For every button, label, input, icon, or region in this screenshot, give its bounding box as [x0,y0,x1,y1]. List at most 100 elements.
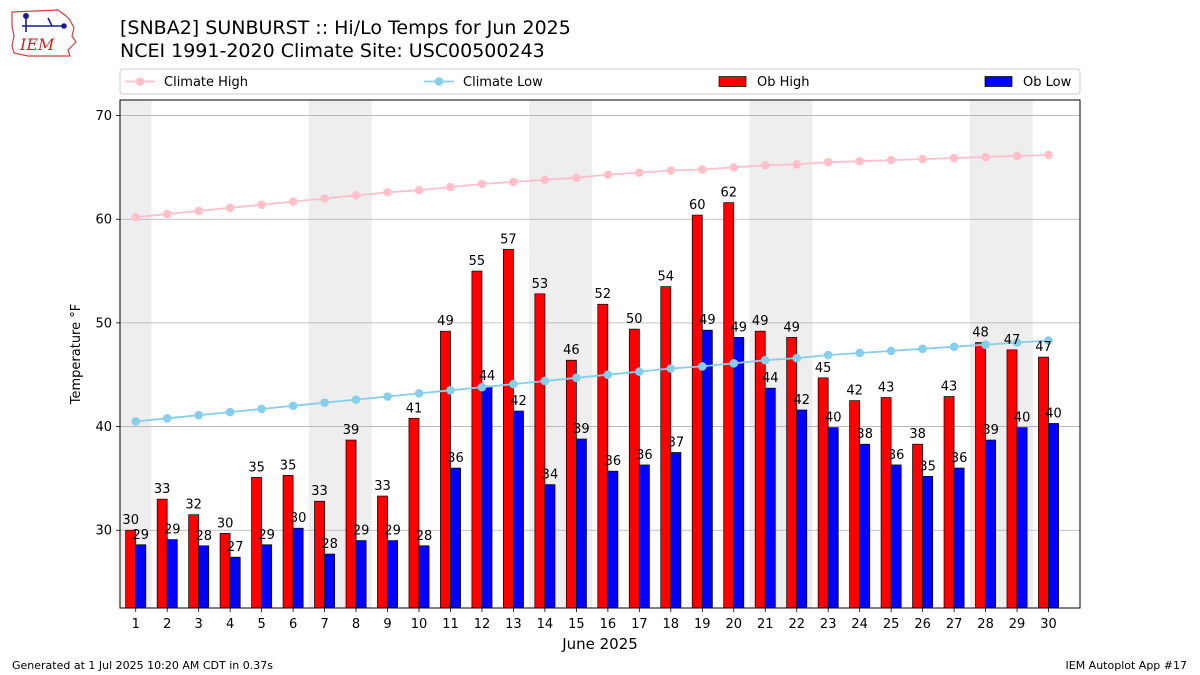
ob-high-bar-label: 43 [878,381,895,396]
x-tick-label: 17 [631,617,648,632]
climate-low-point [603,370,613,380]
ob-low-bar [387,540,398,609]
climate-low-point [918,344,927,354]
ob-low-bar [701,329,713,609]
climate-high-point [666,166,676,175]
logo-text: IEM [19,35,55,54]
x-tick-label: 2 [163,617,171,632]
climate-high-point [446,182,455,192]
app-credit: IEM Autoplot App #17 [1065,659,1188,672]
x-tick-label: 16 [600,617,617,632]
climate-low-point [509,379,518,389]
ob-low-bar [135,544,147,609]
chart-subtitle: NCEI 1991-2020 Climate Site: USC00500243 [120,40,545,62]
ob-low-bar [953,467,965,609]
ob-high-bar-label: 35 [280,458,297,473]
ob-low-bar-label: 29 [133,528,150,543]
x-tick-label: 22 [788,617,805,632]
climate-low-point [792,353,802,363]
climate-low-point [194,410,203,420]
ob-high-bar-label: 52 [595,287,612,302]
ob-low-bar [324,553,336,609]
ob-low-bar-label: 38 [856,427,873,442]
x-tick-label: 4 [226,617,234,632]
ob-low-bar-label: 39 [982,423,999,438]
ob-high-bar [377,495,388,609]
x-tick-label: 9 [383,617,391,632]
ob-low-bar-label: 36 [636,448,653,463]
ob-low-bar [607,470,619,609]
x-axis-title: June 2025 [561,635,638,653]
x-tick-label: 8 [352,617,360,632]
ob-high-bar-label: 48 [972,326,989,341]
ob-low-bar-label: 29 [353,524,370,539]
x-tick-label: 26 [914,617,931,632]
ob-low-bar-label: 36 [605,454,622,469]
ob-high-bar-label: 35 [248,460,265,475]
ob-low-bar [261,544,273,609]
weekend-band [120,100,152,608]
climate-low-point [131,417,141,426]
ob-low-bar-label: 28 [195,529,212,544]
climate-high-point [383,187,392,197]
climate-low-point [1044,336,1053,345]
ob-high-bar [943,396,955,609]
x-tick-label: 7 [320,617,328,632]
y-tick-label: 50 [95,316,112,331]
climate-high-point [886,155,896,165]
legend-bar-swatch [718,76,747,87]
x-tick-label: 10 [411,617,428,632]
climate-lines [131,150,1053,426]
ob-low-bar-label: 40 [825,411,842,426]
ob-high-bar-label: 38 [909,427,926,442]
climate-high-line [135,154,1049,219]
ob-low-bar-label: 49 [731,320,748,335]
ob-high-bar-label: 32 [185,498,202,513]
ob-low-bar-label: 29 [384,524,401,539]
ob-high-bar-label: 46 [563,343,580,358]
ob-low-bar [733,337,745,609]
climate-low-point [981,340,990,349]
ob-high-bar [534,293,546,609]
climate-high-point [320,194,329,203]
ob-high-bar [723,202,735,609]
ob-high-bar-label: 49 [783,320,800,335]
ob-low-bar-label: 29 [164,523,181,538]
ob-low-bar [764,387,776,609]
x-tick-label: 6 [289,617,297,632]
legend: Climate High Climate Low Ob High Ob Low [119,68,1081,95]
climate-high-point [635,168,644,177]
climate-high-point [194,206,203,216]
climate-high-point [697,165,707,174]
ob-low-bar [922,475,934,609]
chart-title: [SNBA2] SUNBURST :: Hi/Lo Temps for Jun … [120,17,571,39]
ob-low-bar [292,527,304,609]
climate-low-point [949,342,959,352]
ob-low-bar-label: 36 [888,448,905,463]
climate-low-point [760,355,770,365]
legend-label: Climate Low [463,75,543,90]
climate-low-point [855,348,864,358]
climate-low-point [446,385,455,395]
ob-low-bar-label: 44 [762,371,779,386]
climate-low-point [540,376,550,386]
x-tick-label: 21 [757,617,774,632]
climate-low-point [288,401,298,411]
ob-high-bar-label: 33 [311,484,328,499]
ob-low-bar-label: 40 [1014,411,1031,426]
ob-low-bar-label: 29 [258,528,275,543]
ob-high-bar-label: 49 [752,314,769,329]
legend-marker-swatch [135,77,145,86]
climate-high-point [162,209,172,219]
climate-high-point [729,163,739,172]
ob-high-bar [565,359,577,609]
x-tick-label: 3 [195,617,203,632]
x-tick-label: 14 [537,617,554,632]
ob-high-bar [282,474,294,609]
climate-high-point [414,185,424,195]
ob-high-bar [471,270,483,609]
y-tick-label: 40 [95,420,112,435]
climate-low-point [383,392,392,401]
climate-high-point [918,154,927,164]
